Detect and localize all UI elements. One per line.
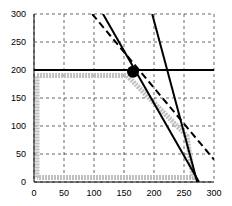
svg-text:250: 250 (11, 37, 26, 47)
svg-text:300: 300 (11, 9, 26, 19)
svg-text:0: 0 (31, 188, 36, 198)
svg-text:0: 0 (21, 177, 26, 187)
svg-text:50: 50 (59, 188, 69, 198)
svg-text:250: 250 (176, 188, 191, 198)
svg-text:100: 100 (86, 188, 101, 198)
svg-text:300: 300 (206, 188, 221, 198)
svg-text:200: 200 (11, 65, 26, 75)
svg-text:200: 200 (146, 188, 161, 198)
svg-text:150: 150 (116, 188, 131, 198)
svg-text:50: 50 (16, 149, 26, 159)
svg-text:150: 150 (11, 93, 26, 103)
svg-text:100: 100 (11, 121, 26, 131)
